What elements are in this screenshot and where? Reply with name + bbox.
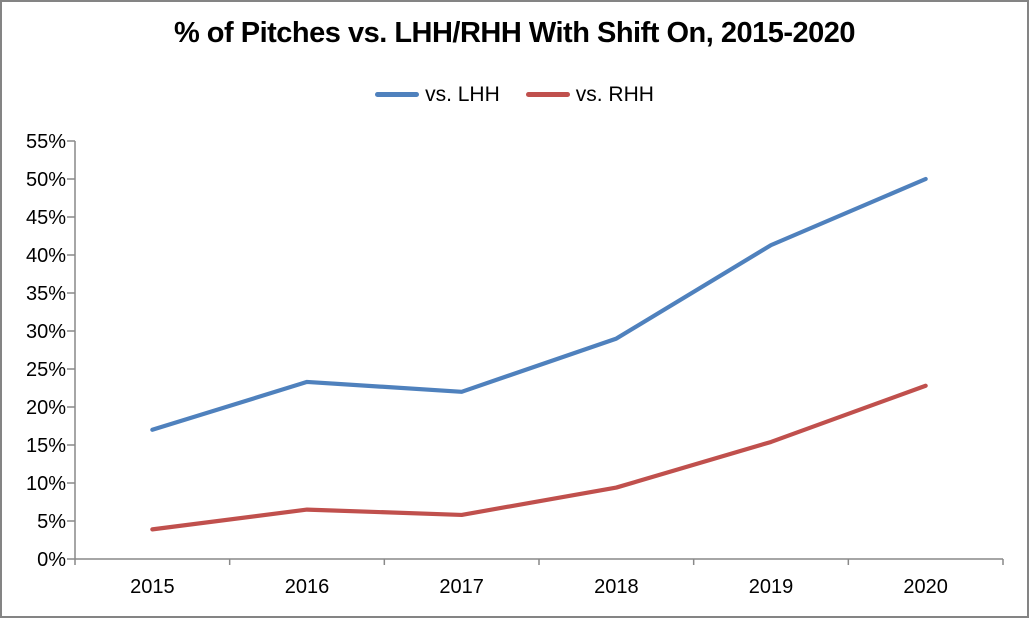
legend-item-vs-rhh: vs. RHH [525,83,654,106]
y-tick-label: 30% [26,321,66,343]
y-tick-label: 15% [26,435,66,457]
x-tick-label: 2016 [285,576,330,598]
x-tick-label: 2019 [749,576,794,598]
y-tick-label: 10% [26,473,66,495]
x-tick-label: 2018 [594,576,639,598]
y-tick-label: 45% [26,207,66,229]
x-tick-label: 2015 [130,576,175,598]
lhh-line-swatch-icon [375,92,420,97]
x-tick-label: 2020 [903,576,948,598]
rhh-line-swatch-icon [525,92,570,97]
y-tick-label: 40% [26,245,66,267]
x-tick-label: 2017 [439,576,484,598]
y-tick-label: 20% [26,397,66,419]
y-tick-label: 5% [37,511,66,533]
y-tick-label: 35% [26,283,66,305]
legend-label-vs-lhh: vs. LHH [425,83,500,106]
series-line-vs--rhh [150,383,928,532]
legend-item-vs-lhh: vs. LHH [375,84,500,105]
y-tick-label: 55% [26,131,66,153]
legend: vs. LHH vs. RHH [0,84,1029,105]
y-tick-label: 50% [26,169,66,191]
y-tick-label: 0% [37,549,66,571]
chart-title: % of Pitches vs. LHH/RHH With Shift On, … [173,17,856,49]
legend-label-vs-rhh: vs. RHH [575,83,654,106]
y-tick-label: 25% [26,359,66,381]
series-line-vs--lhh [150,176,928,432]
